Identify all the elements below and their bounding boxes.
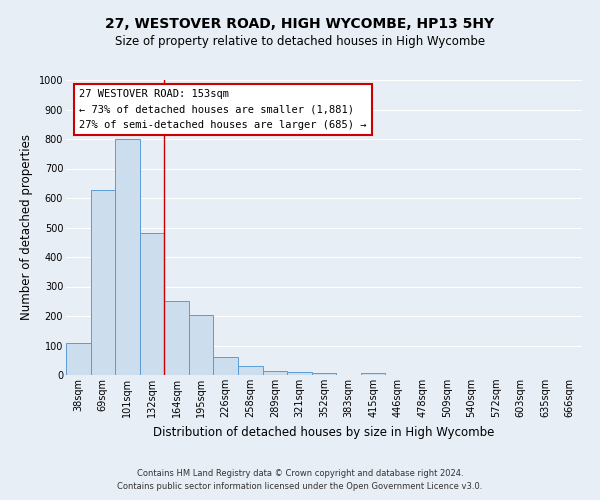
Bar [361,372,385,375]
Bar [214,358,238,375]
Bar [66,342,91,375]
Bar [287,372,312,375]
Bar [115,139,140,375]
Text: Contains HM Land Registry data © Crown copyright and database right 2024.: Contains HM Land Registry data © Crown c… [137,468,463,477]
Text: 27 WESTOVER ROAD: 153sqm
← 73% of detached houses are smaller (1,881)
27% of sem: 27 WESTOVER ROAD: 153sqm ← 73% of detach… [79,89,367,130]
Bar [164,301,189,375]
Bar [140,234,164,375]
X-axis label: Distribution of detached houses by size in High Wycombe: Distribution of detached houses by size … [154,426,494,438]
Text: 27, WESTOVER ROAD, HIGH WYCOMBE, HP13 5HY: 27, WESTOVER ROAD, HIGH WYCOMBE, HP13 5H… [106,18,494,32]
Bar [263,370,287,375]
Bar [189,314,214,375]
Bar [238,366,263,375]
Bar [312,372,336,375]
Bar [91,190,115,375]
Y-axis label: Number of detached properties: Number of detached properties [20,134,33,320]
Text: Contains public sector information licensed under the Open Government Licence v3: Contains public sector information licen… [118,482,482,491]
Text: Size of property relative to detached houses in High Wycombe: Size of property relative to detached ho… [115,35,485,48]
